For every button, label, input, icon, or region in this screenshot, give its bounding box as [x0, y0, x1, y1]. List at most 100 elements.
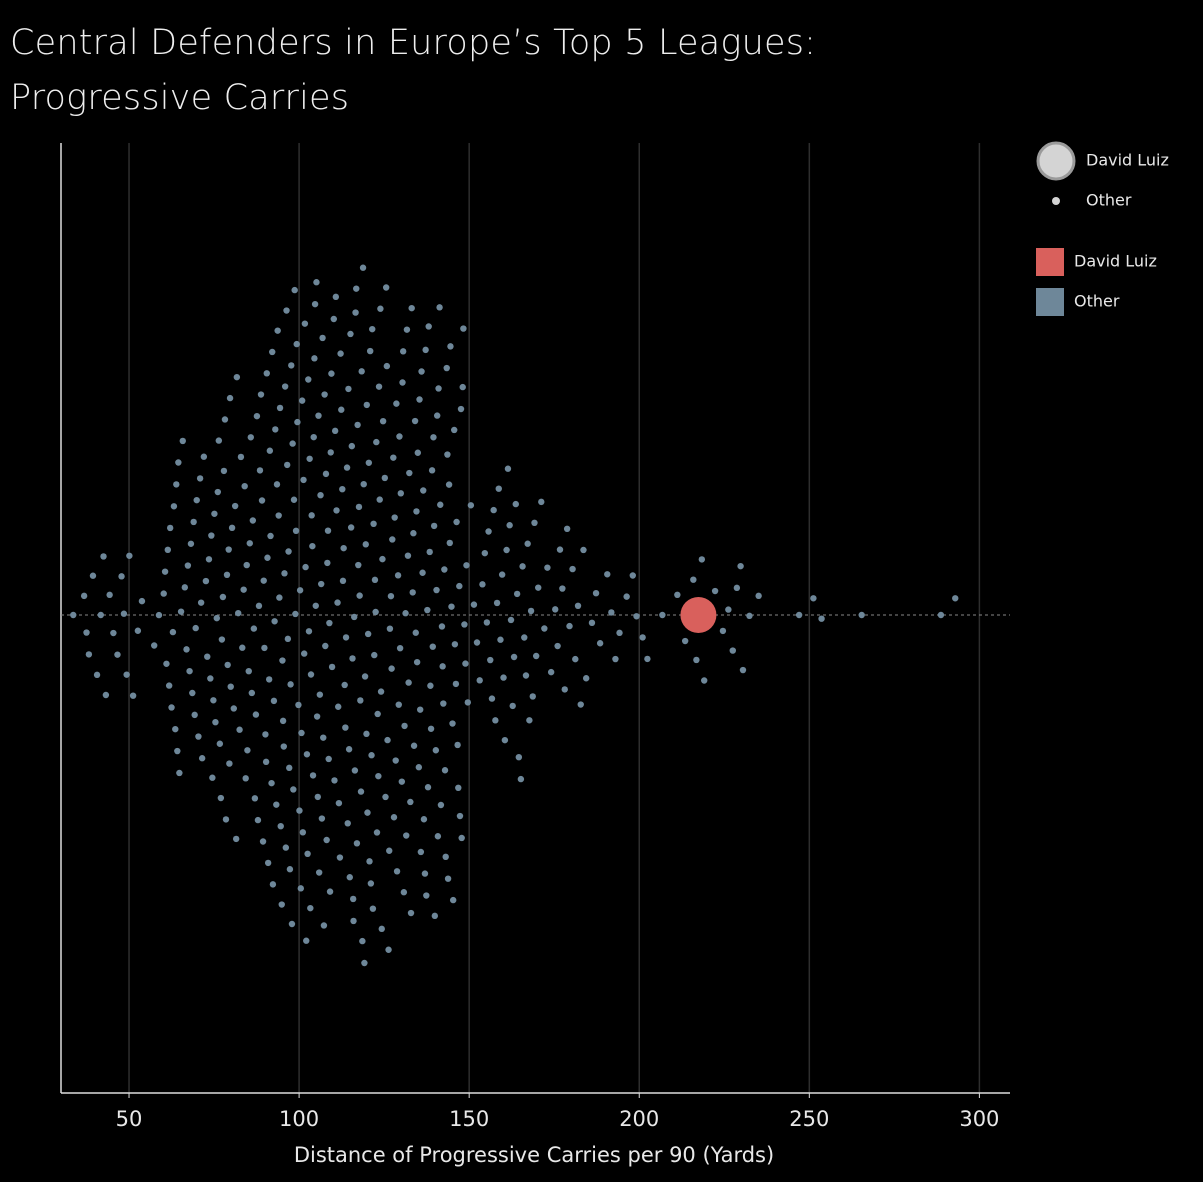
- point: [315, 412, 322, 419]
- point: [337, 350, 344, 357]
- point: [300, 476, 307, 484]
- point: [737, 562, 744, 570]
- point: [280, 743, 287, 750]
- point: [396, 433, 403, 440]
- point: [561, 686, 568, 693]
- point: [293, 340, 300, 348]
- point: [315, 869, 323, 876]
- legend-size-label: Other: [1086, 191, 1132, 210]
- point: [739, 666, 747, 674]
- point: [455, 784, 462, 791]
- point: [382, 284, 390, 291]
- point: [255, 602, 263, 610]
- point: [535, 584, 542, 591]
- point: [213, 614, 220, 622]
- point: [577, 701, 584, 708]
- point: [393, 400, 400, 407]
- point: [129, 692, 137, 699]
- point: [435, 385, 442, 392]
- point: [187, 540, 195, 547]
- point: [458, 834, 465, 842]
- point: [274, 327, 281, 334]
- point: [219, 593, 227, 601]
- point: [222, 816, 230, 823]
- point: [547, 668, 555, 676]
- point: [365, 459, 373, 466]
- point: [196, 475, 204, 482]
- point: [173, 481, 180, 488]
- point: [420, 487, 427, 494]
- point: [279, 717, 287, 725]
- legend-color-swatch: [1036, 288, 1064, 316]
- point: [323, 836, 330, 844]
- point: [521, 634, 528, 641]
- point: [155, 611, 163, 619]
- point: [227, 683, 234, 690]
- point: [422, 346, 429, 354]
- point: [123, 671, 130, 678]
- point: [385, 946, 392, 953]
- point: [262, 758, 270, 766]
- point: [318, 815, 326, 822]
- point: [604, 571, 611, 578]
- point: [401, 722, 408, 730]
- point: [453, 518, 460, 526]
- point: [328, 663, 336, 671]
- point: [282, 844, 290, 851]
- point: [278, 901, 285, 908]
- point: [442, 853, 449, 861]
- point: [303, 751, 311, 758]
- point: [160, 590, 167, 597]
- point: [202, 577, 210, 585]
- point: [240, 586, 247, 593]
- point: [473, 639, 481, 646]
- point: [250, 625, 258, 632]
- point: [260, 577, 267, 584]
- point: [693, 656, 700, 664]
- point: [462, 660, 469, 667]
- point: [303, 937, 310, 944]
- point: [265, 676, 273, 683]
- point: [221, 416, 229, 423]
- point: [195, 733, 202, 740]
- point: [633, 613, 640, 620]
- point: [269, 881, 277, 888]
- point: [100, 553, 107, 560]
- point: [164, 546, 172, 554]
- point: [324, 559, 331, 567]
- point: [309, 542, 316, 550]
- point: [243, 561, 250, 569]
- x-tick-label: 300: [959, 1107, 999, 1131]
- point: [172, 725, 179, 733]
- point: [247, 434, 254, 441]
- point: [574, 602, 582, 610]
- point: [183, 646, 190, 653]
- point: [719, 627, 727, 635]
- legend-size-marker: [1036, 141, 1076, 181]
- point: [318, 580, 325, 588]
- point: [378, 925, 385, 933]
- point: [392, 757, 399, 764]
- point: [430, 522, 438, 530]
- point: [269, 348, 276, 356]
- point: [506, 522, 513, 529]
- point: [179, 437, 186, 445]
- point: [345, 385, 352, 393]
- point: [452, 680, 460, 688]
- point: [644, 655, 651, 663]
- point: [810, 595, 817, 602]
- point: [366, 347, 374, 355]
- point: [271, 618, 278, 625]
- point: [421, 870, 429, 877]
- point: [342, 724, 349, 731]
- point: [343, 464, 351, 471]
- point: [327, 449, 334, 456]
- point: [264, 859, 272, 867]
- point: [283, 461, 291, 469]
- point: [355, 561, 362, 569]
- point: [353, 285, 360, 292]
- point: [235, 609, 242, 617]
- point: [449, 720, 456, 727]
- point: [309, 772, 317, 779]
- point: [408, 304, 415, 312]
